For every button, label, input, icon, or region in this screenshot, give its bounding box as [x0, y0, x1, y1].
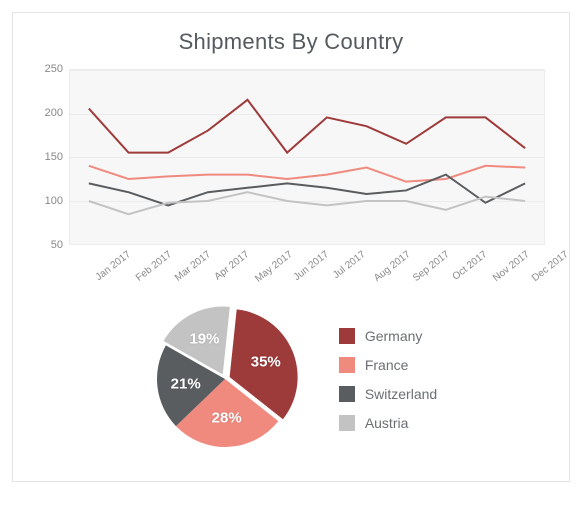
line-series — [69, 69, 545, 245]
x-tick-label: Aug 2017 — [372, 249, 413, 284]
legend-swatch — [339, 357, 355, 373]
pie-svg — [145, 299, 305, 459]
y-tick-label: 50 — [51, 239, 63, 251]
legend-swatch — [339, 386, 355, 402]
y-tick-label: 200 — [45, 107, 63, 119]
legend: Germany France Switzerland Austria — [339, 328, 437, 431]
x-tick-label: Apr 2017 — [212, 249, 251, 283]
legend-item: Germany — [339, 328, 437, 344]
pie-slice-label: 28% — [212, 410, 242, 427]
series-line — [89, 192, 525, 214]
page-title: Shipments By Country — [31, 29, 551, 55]
dashboard-card: Shipments By Country 50 100 150 200 250 Jan … — [12, 12, 570, 482]
x-tick-label: Feb 2017 — [133, 249, 173, 284]
y-axis-labels: 50100150200250 — [31, 69, 65, 245]
legend-item: Switzerland — [339, 386, 437, 402]
x-tick-label: Oct 2017 — [450, 249, 489, 283]
legend-item: Austria — [339, 415, 437, 431]
x-tick-label: Jun 2017 — [292, 249, 331, 283]
y-tick-label: 100 — [45, 195, 63, 207]
pie-slice-label: 35% — [251, 353, 281, 370]
x-tick-label: Jul 2017 — [331, 249, 368, 281]
legend-label: France — [365, 357, 409, 373]
series-line — [89, 166, 525, 182]
legend-label: Switzerland — [365, 386, 437, 402]
x-tick-label: May 2017 — [253, 249, 294, 285]
pie-slice-label: 21% — [171, 375, 201, 392]
legend-swatch — [339, 328, 355, 344]
x-tick-label: Nov 2017 — [491, 249, 532, 284]
pie-slice-label: 19% — [189, 331, 219, 348]
legend-item: France — [339, 357, 437, 373]
x-tick-label: Sep 2017 — [411, 249, 452, 284]
legend-label: Austria — [365, 415, 409, 431]
series-line — [89, 100, 525, 153]
x-tick-label: Dec 2017 — [530, 249, 571, 284]
legend-label: Germany — [365, 328, 423, 344]
legend-swatch — [339, 415, 355, 431]
y-tick-label: 250 — [45, 63, 63, 75]
x-axis-labels: Jan 2017Feb 2017Mar 2017Apr 2017May 2017… — [69, 245, 545, 279]
x-tick-label: Jan 2017 — [94, 249, 133, 283]
pie-chart: 35% 28% 21% 19% — [145, 299, 305, 459]
bottom-row: 35% 28% 21% 19% Germany France Switzerland Aus… — [31, 299, 551, 459]
x-tick-label: Mar 2017 — [173, 249, 213, 284]
series-line — [89, 175, 525, 206]
line-chart: 50100150200250 Jan 2017Feb 2017Mar 2017A… — [31, 69, 551, 279]
y-tick-label: 150 — [45, 151, 63, 163]
